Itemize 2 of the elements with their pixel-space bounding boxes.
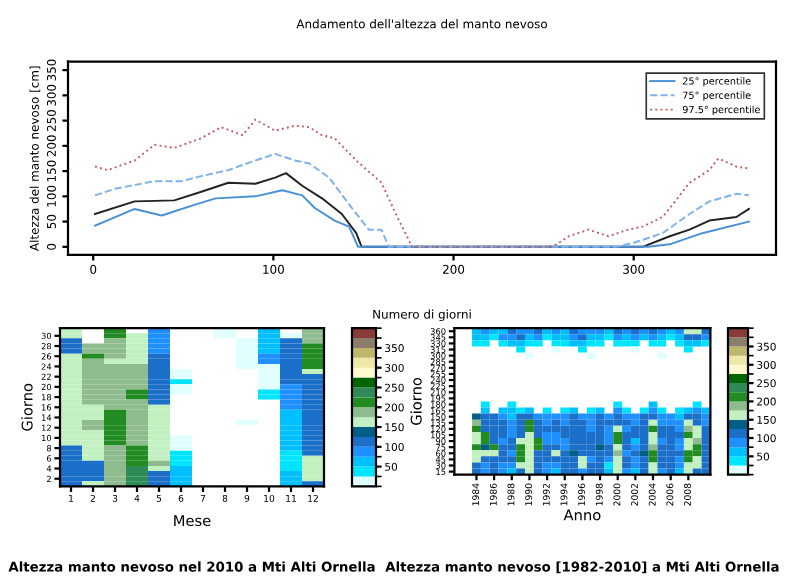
line-series — [94, 118, 750, 248]
line-series — [94, 152, 750, 248]
